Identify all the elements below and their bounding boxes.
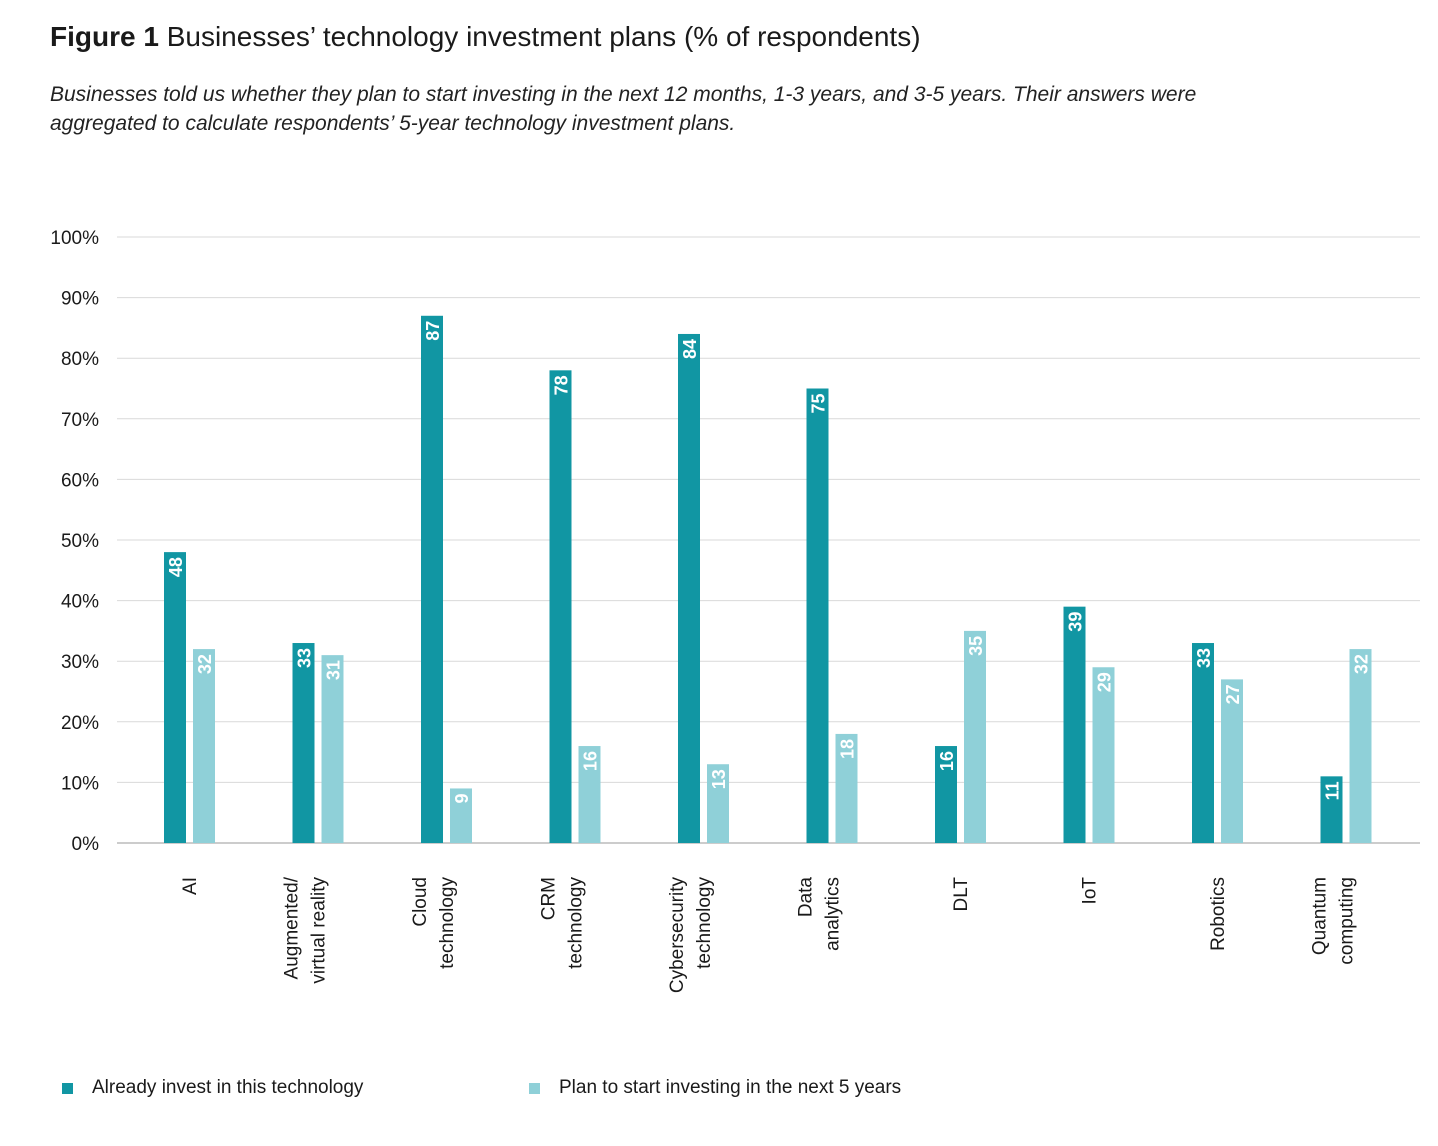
chart-title: Figure 1 Businesses’ technology investme… — [50, 20, 921, 54]
x-tick-label: Cloud technology — [410, 877, 458, 969]
bar-value-label: 32 — [195, 654, 215, 674]
y-tick-label: 0% — [72, 834, 100, 855]
x-tick-label: IoT — [1080, 877, 1101, 905]
bar-plan — [450, 788, 472, 843]
y-tick-label: 10% — [61, 773, 99, 794]
bar-already — [1320, 776, 1343, 843]
bar-plan — [193, 649, 215, 843]
y-tick-label: 40% — [61, 592, 99, 613]
bar-already — [806, 388, 829, 843]
bar-value-label: 11 — [1323, 781, 1343, 800]
figure-title: Businesses’ technology investment plans … — [166, 21, 921, 52]
bar-plan — [321, 655, 344, 843]
bar-value-label: 13 — [709, 769, 729, 789]
bar-value-label: 18 — [838, 739, 858, 759]
y-tick-label: 20% — [61, 713, 99, 734]
bar-already — [164, 552, 186, 843]
legend-label-plan: Plan to start investing in the next 5 ye… — [559, 1077, 902, 1098]
bar-already — [292, 643, 315, 843]
legend-swatch-already — [62, 1082, 73, 1094]
legend-item-plan: Plan to start investing in the next 5 ye… — [529, 1076, 901, 1100]
x-tick-label: CRM technology — [539, 877, 587, 969]
figure-label: Figure 1 — [50, 21, 159, 52]
bar-value-label: 16 — [581, 751, 601, 771]
y-tick-label: 60% — [61, 470, 99, 491]
bar-plan — [835, 733, 858, 843]
y-tick-label: 30% — [61, 652, 99, 673]
bar-already — [1063, 606, 1086, 843]
bar-value-label: 16 — [937, 751, 957, 771]
y-tick-label: 100% — [50, 228, 99, 249]
bar-value-label: 78 — [552, 375, 572, 395]
bar-value-label: 33 — [295, 648, 315, 668]
bar-plan — [707, 764, 729, 843]
bar-already — [935, 746, 957, 843]
legend-item-already: Already invest in this technology — [62, 1076, 363, 1100]
x-tick-label: Data analytics — [796, 877, 844, 951]
bar-value-label: 39 — [1066, 612, 1086, 632]
chart-subtitle: Businesses told us whether they plan to … — [50, 83, 1197, 135]
legend-swatch-plan — [529, 1082, 540, 1094]
x-tick-label: DLT — [951, 877, 972, 912]
bar-plan — [1092, 667, 1115, 843]
bar-plan — [964, 630, 986, 843]
bar-value-label: 75 — [809, 394, 829, 414]
legend-label-already: Already invest in this technology — [92, 1077, 364, 1098]
bar-plan — [1221, 679, 1243, 843]
bar-value-label: 31 — [324, 660, 344, 680]
bar-already — [549, 370, 572, 843]
x-tick-label: Robotics — [1208, 877, 1229, 951]
bar-value-label: 32 — [1352, 654, 1372, 674]
x-tick-label: Cybersecurity technology — [667, 877, 715, 994]
bar-value-label: 33 — [1194, 648, 1214, 668]
bar-value-label: 48 — [166, 557, 186, 577]
x-tick-label: Augmented/virtual reality — [282, 876, 330, 983]
y-tick-label: 90% — [61, 289, 99, 310]
bar-already — [678, 333, 700, 843]
bar-value-label: 87 — [423, 321, 443, 341]
bar-value-label: 84 — [680, 339, 700, 359]
y-tick-label: 50% — [61, 531, 99, 552]
y-tick-label: 70% — [61, 410, 99, 431]
bar-value-label: 27 — [1223, 684, 1243, 704]
bar-already — [421, 315, 443, 843]
x-tick-label: AI — [180, 877, 201, 895]
y-tick-label: 80% — [61, 349, 99, 370]
bar-value-label: 29 — [1095, 672, 1115, 692]
bar-plan — [578, 746, 601, 843]
bar-value-label: 9 — [452, 793, 472, 803]
bar-value-label: 35 — [966, 636, 986, 656]
bar-already — [1192, 643, 1214, 843]
bar-plan — [1349, 649, 1372, 843]
x-tick-label: Quantum computing — [1310, 877, 1358, 965]
